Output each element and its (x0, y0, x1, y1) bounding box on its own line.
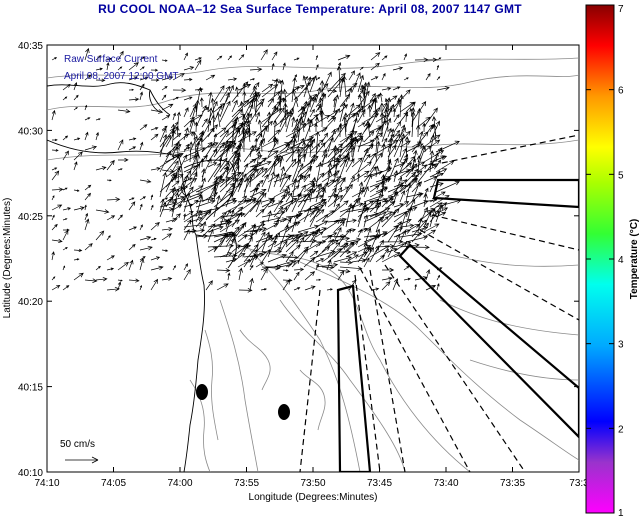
x-tick-label: 74:10 (34, 478, 59, 489)
y-tick-label: 40:30 (18, 126, 43, 137)
x-tick-label: 73:35 (500, 478, 525, 489)
legend-title: Raw Surface Current (64, 54, 158, 65)
x-tick-label: 73:40 (433, 478, 458, 489)
y-tick-label: 40:25 (18, 212, 43, 223)
y-tick-label: 40:15 (18, 383, 43, 394)
colorbar-tick-label: 3 (618, 340, 624, 351)
x-tick-label: 73:45 (367, 478, 392, 489)
x-tick-label: 73:50 (300, 478, 325, 489)
y-tick-label: 40:10 (18, 468, 43, 479)
x-tick-label: 73:55 (234, 478, 259, 489)
y-tick-label: 40:20 (18, 297, 43, 308)
transect-boxes (336, 178, 579, 472)
y-axis-ticks: 40:35 40:30 40:25 40:20 40:15 40:10 (18, 41, 579, 479)
station-marker-east (278, 404, 290, 420)
colorbar-label: Temperature (°C) (629, 219, 640, 300)
colorbar-tick-label: 4 (618, 255, 624, 266)
radar-sector-lines (299, 134, 579, 472)
x-axis-ticks: 74:10 74:05 74:00 73:55 73:50 73:45 73:40 73:35… (34, 45, 589, 489)
y-tick-label: 40:35 (18, 41, 43, 52)
x-tick-label: 74:00 (167, 478, 192, 489)
map-title: RU COOL NOAA–12 Sea Surface Temperature:… (98, 2, 522, 16)
y-axis-label: Latitude (Degrees:Minutes) (2, 198, 13, 319)
surface-current-vectors (51, 47, 462, 293)
scale-arrow (65, 456, 99, 464)
plot-frame (46, 44, 580, 473)
station-marker-west (196, 384, 208, 400)
x-tick-label: 74:05 (101, 478, 126, 489)
scale-label: 50 cm/s (60, 439, 95, 450)
colorbar-tick-label: 5 (618, 170, 624, 181)
colorbar-tick-label: 1 (618, 508, 624, 518)
colorbar-tick-label: 6 (618, 86, 624, 97)
coastline (47, 82, 237, 472)
legend-time: April 08, 2007 12:00 GMT (64, 71, 179, 82)
colorbar-ticks: 7 6 5 4 3 2 1 (586, 4, 624, 518)
x-tick-label: 73:3 (569, 478, 589, 489)
x-axis-label: Longitude (Degrees:Minutes) (249, 492, 378, 503)
colorbar-tick-label: 2 (618, 424, 624, 435)
colorbar-tick-label: 7 (618, 4, 624, 15)
